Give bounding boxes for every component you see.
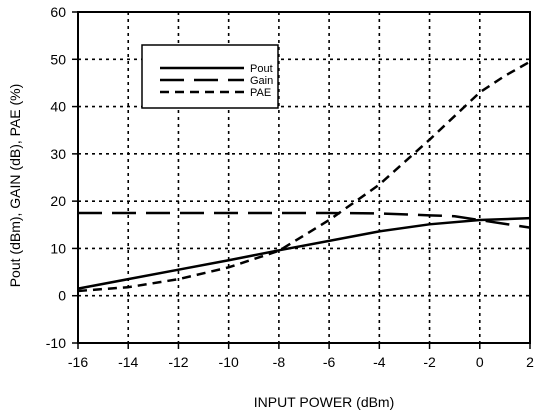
series-line-pout <box>77 216 531 290</box>
y-tick-label: 20 <box>50 193 66 209</box>
x-tick-label: -14 <box>118 354 138 370</box>
legend-label-pout: Pout <box>250 63 273 75</box>
y-tick-label: 30 <box>50 146 66 162</box>
legend-label-gain: Gain <box>250 75 273 87</box>
x-tick-label: 2 <box>526 354 534 370</box>
series-layer <box>77 60 531 293</box>
x-tick-label: -2 <box>423 354 436 370</box>
x-tick-label: -12 <box>168 354 188 370</box>
x-tick-label: -6 <box>323 354 336 370</box>
series-line-gain <box>78 211 531 229</box>
plot-frame <box>77 11 531 344</box>
x-tick-label: -10 <box>219 354 239 370</box>
x-axis-label: INPUT POWER (dBm) <box>254 394 395 410</box>
legend-box <box>141 44 279 109</box>
y-tick-label: -10 <box>46 335 66 351</box>
x-tick-label: -4 <box>373 354 386 370</box>
y-tick-label: 60 <box>50 4 66 20</box>
y-axis-label: Pout (dBm), GAIN (dB), PAE (%) <box>7 84 23 288</box>
series-line-pae <box>77 60 531 293</box>
y-tick-label: 50 <box>50 51 66 67</box>
ticks: -16 -14 -12 -10 -8 -6 -4 -2 0 2 -10 0 10 20 30 40 50 60 <box>46 4 534 370</box>
x-tick-label: 0 <box>476 354 484 370</box>
y-tick-label: 0 <box>58 288 66 304</box>
legend-label-pae: PAE <box>250 87 271 99</box>
y-tick-label: 10 <box>50 240 66 256</box>
x-tick-label: -8 <box>273 354 286 370</box>
x-tick-label: -16 <box>68 354 88 370</box>
grid <box>78 12 530 343</box>
y-tick-label: 40 <box>50 99 66 115</box>
